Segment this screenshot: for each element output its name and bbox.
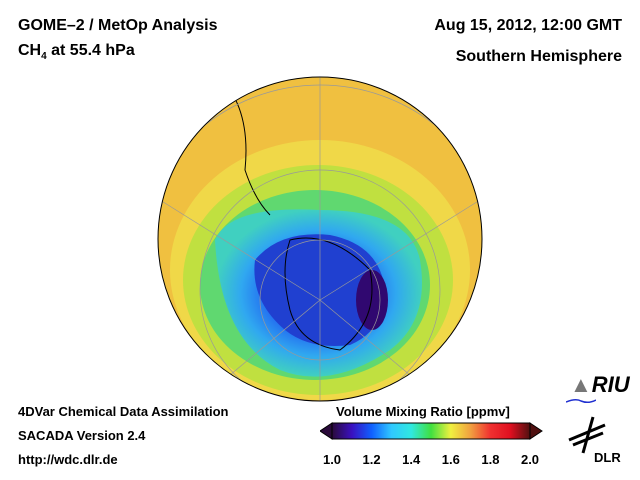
riu-logo: ▲RIU	[570, 372, 630, 397]
dlr-logo-icon	[568, 416, 606, 454]
title: GOME–2 / MetOp Analysis	[18, 17, 218, 34]
colorbar-tick: 1.4	[402, 452, 421, 467]
colorbar	[320, 422, 543, 440]
colorbar-tick: 1.0	[322, 452, 342, 467]
region: Southern Hemisphere	[455, 48, 622, 65]
footer-line2: SACADA Version 2.4	[18, 428, 146, 443]
colorbar-tick: 1.2	[362, 452, 381, 467]
footer-line1: 4DVar Chemical Data Assimilation	[18, 404, 229, 419]
colorbar-tick: 1.8	[481, 452, 500, 467]
riu-wave	[566, 398, 596, 404]
dlr-label: DLR	[594, 450, 621, 465]
footer-link[interactable]: http://wdc.dlr.de	[18, 452, 118, 467]
species-level: CH4 at 55.4 hPa	[18, 42, 135, 63]
colorbar-title: Volume Mixing Ratio [ppmv]	[336, 404, 510, 419]
colorbar-tick: 2.0	[520, 452, 540, 467]
colorbar-tick: 1.6	[441, 452, 460, 467]
datetime: Aug 15, 2012, 12:00 GMT	[434, 17, 622, 34]
